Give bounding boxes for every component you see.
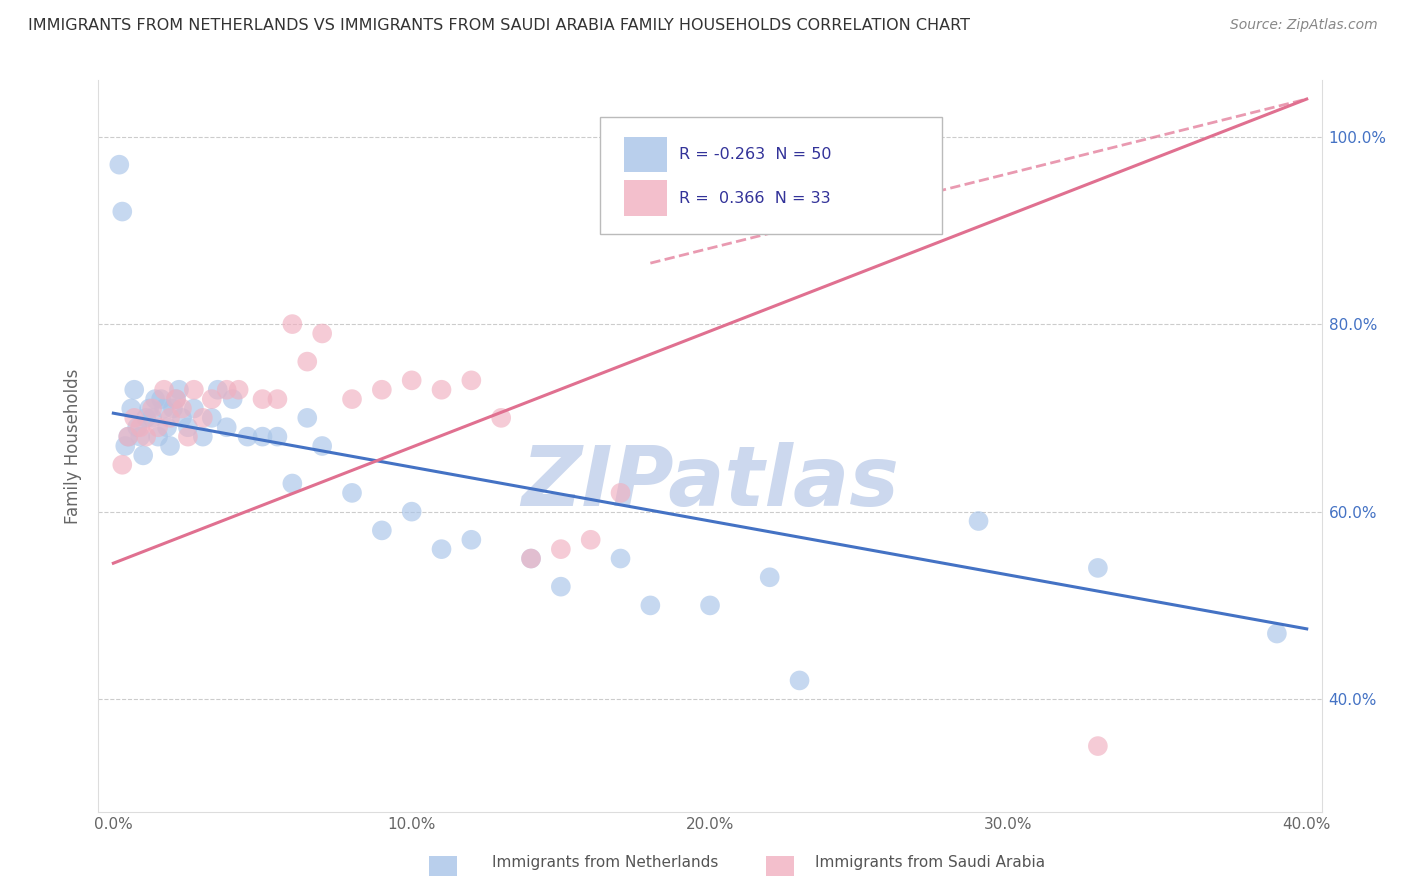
Point: [108, 158, 131, 172]
Point: [170, 401, 193, 416]
Point: [371, 383, 394, 397]
Point: [401, 373, 423, 387]
Point: [138, 401, 160, 416]
Point: [183, 401, 205, 416]
Point: [135, 410, 157, 425]
Point: [297, 354, 319, 368]
FancyBboxPatch shape: [600, 117, 942, 234]
Point: [170, 410, 193, 425]
Point: [146, 420, 169, 434]
Point: [520, 551, 543, 566]
Point: [311, 326, 333, 341]
FancyBboxPatch shape: [624, 180, 668, 216]
Point: [1087, 561, 1109, 575]
Point: [129, 420, 152, 434]
Point: [460, 533, 482, 547]
Point: [120, 401, 142, 416]
Point: [789, 673, 811, 688]
Point: [640, 599, 662, 613]
Point: [143, 392, 166, 406]
Point: [297, 410, 319, 425]
Point: [156, 420, 179, 434]
Text: IMMIGRANTS FROM NETHERLANDS VS IMMIGRANTS FROM SAUDI ARABIA FAMILY HOUSEHOLDS CO: IMMIGRANTS FROM NETHERLANDS VS IMMIGRANT…: [28, 18, 970, 33]
Point: [430, 383, 453, 397]
Point: [122, 410, 145, 425]
Point: [146, 429, 169, 443]
Point: [141, 401, 163, 416]
Point: [111, 204, 134, 219]
Point: [159, 410, 181, 425]
Point: [266, 429, 288, 443]
Point: [252, 429, 274, 443]
Text: R =  0.366  N = 33: R = 0.366 N = 33: [679, 191, 831, 205]
Point: [520, 551, 543, 566]
Point: [489, 410, 512, 425]
Point: [215, 383, 238, 397]
Point: [967, 514, 990, 528]
Point: [236, 429, 259, 443]
Point: [135, 429, 157, 443]
Point: [699, 599, 721, 613]
Point: [183, 383, 205, 397]
Point: [609, 551, 631, 566]
Point: [430, 542, 453, 557]
Point: [340, 392, 363, 406]
Point: [201, 392, 224, 406]
Point: [550, 542, 572, 557]
Point: [758, 570, 780, 584]
Point: [1087, 739, 1109, 753]
Text: R = -0.263  N = 50: R = -0.263 N = 50: [679, 146, 832, 161]
Point: [609, 486, 631, 500]
Y-axis label: Family Households: Family Households: [65, 368, 83, 524]
Point: [127, 420, 149, 434]
Point: [114, 439, 136, 453]
Point: [165, 392, 187, 406]
Point: [150, 392, 173, 406]
FancyBboxPatch shape: [624, 136, 668, 171]
Text: Source: ZipAtlas.com: Source: ZipAtlas.com: [1230, 18, 1378, 32]
Point: [460, 373, 482, 387]
Point: [281, 476, 304, 491]
Point: [191, 429, 214, 443]
Point: [221, 392, 243, 406]
Point: [165, 392, 187, 406]
Point: [177, 420, 200, 434]
Point: [311, 439, 333, 453]
Point: [122, 383, 145, 397]
Point: [177, 429, 200, 443]
Point: [340, 486, 363, 500]
Point: [281, 317, 304, 331]
Point: [159, 439, 181, 453]
Point: [550, 580, 572, 594]
Point: [141, 410, 163, 425]
Point: [228, 383, 250, 397]
Text: Immigrants from Saudi Arabia: Immigrants from Saudi Arabia: [815, 855, 1046, 870]
Point: [132, 449, 155, 463]
Point: [207, 383, 229, 397]
Point: [215, 420, 238, 434]
Point: [162, 401, 184, 416]
Point: [153, 383, 176, 397]
Point: [117, 429, 139, 443]
Point: [129, 429, 152, 443]
Point: [266, 392, 288, 406]
Point: [191, 410, 214, 425]
Point: [111, 458, 134, 472]
Point: [153, 401, 176, 416]
Point: [167, 383, 190, 397]
Text: ZIPatlas: ZIPatlas: [522, 442, 898, 523]
Point: [201, 410, 224, 425]
Point: [401, 505, 423, 519]
Point: [371, 524, 394, 538]
Text: Immigrants from Netherlands: Immigrants from Netherlands: [492, 855, 718, 870]
Point: [252, 392, 274, 406]
Point: [579, 533, 602, 547]
Point: [117, 429, 139, 443]
Point: [1265, 626, 1288, 640]
